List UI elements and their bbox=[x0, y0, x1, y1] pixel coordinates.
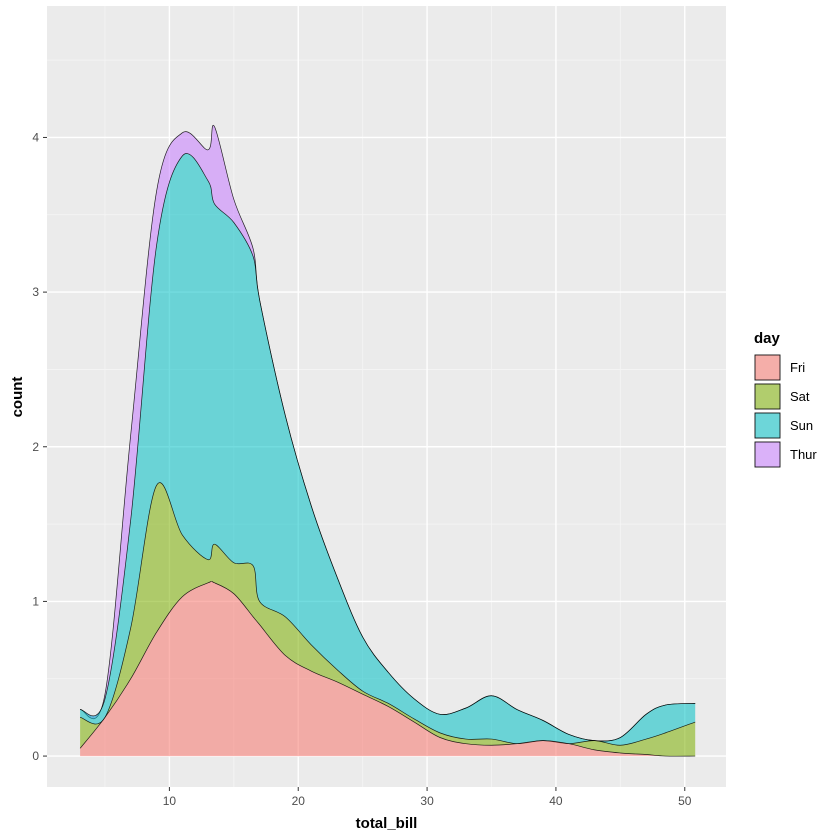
x-tick-label: 50 bbox=[678, 794, 692, 808]
x-axis-title: total_bill bbox=[356, 815, 418, 832]
legend: day Fri Sat Sun Thur bbox=[754, 330, 817, 468]
density-area-fri bbox=[80, 581, 696, 757]
density-area-sun bbox=[80, 153, 696, 746]
y-tick-label: 3 bbox=[32, 285, 39, 299]
y-tick-label: 2 bbox=[32, 440, 39, 454]
legend-label-sun: Sun bbox=[790, 418, 813, 433]
legend-swatch-sun bbox=[754, 412, 781, 439]
y-tick-label: 1 bbox=[32, 594, 39, 608]
density-outline-fri bbox=[79, 580, 696, 757]
legend-label-thur: Thur bbox=[790, 447, 817, 462]
legend-swatch-fri bbox=[754, 354, 781, 381]
density-outline-sat bbox=[80, 482, 696, 746]
x-tick-label: 10 bbox=[163, 794, 177, 808]
y-tick-label: 4 bbox=[32, 130, 39, 144]
y-tick-label: 0 bbox=[32, 749, 39, 763]
x-tick-label: 40 bbox=[549, 794, 563, 808]
density-areas bbox=[79, 124, 696, 757]
y-axis: 0 1 2 3 4 bbox=[32, 130, 47, 763]
x-tick-label: 30 bbox=[420, 794, 434, 808]
legend-label-fri: Fri bbox=[790, 360, 805, 375]
legend-swatch-thur bbox=[754, 441, 781, 468]
legend-label-sat: Sat bbox=[790, 389, 810, 404]
x-axis: 10 20 30 40 50 bbox=[163, 787, 692, 808]
y-axis-title: count bbox=[9, 377, 26, 418]
legend-swatch-sat bbox=[754, 383, 781, 410]
density-outline-sun bbox=[79, 153, 696, 742]
legend-title: day bbox=[754, 330, 781, 347]
x-tick-label: 20 bbox=[292, 794, 306, 808]
